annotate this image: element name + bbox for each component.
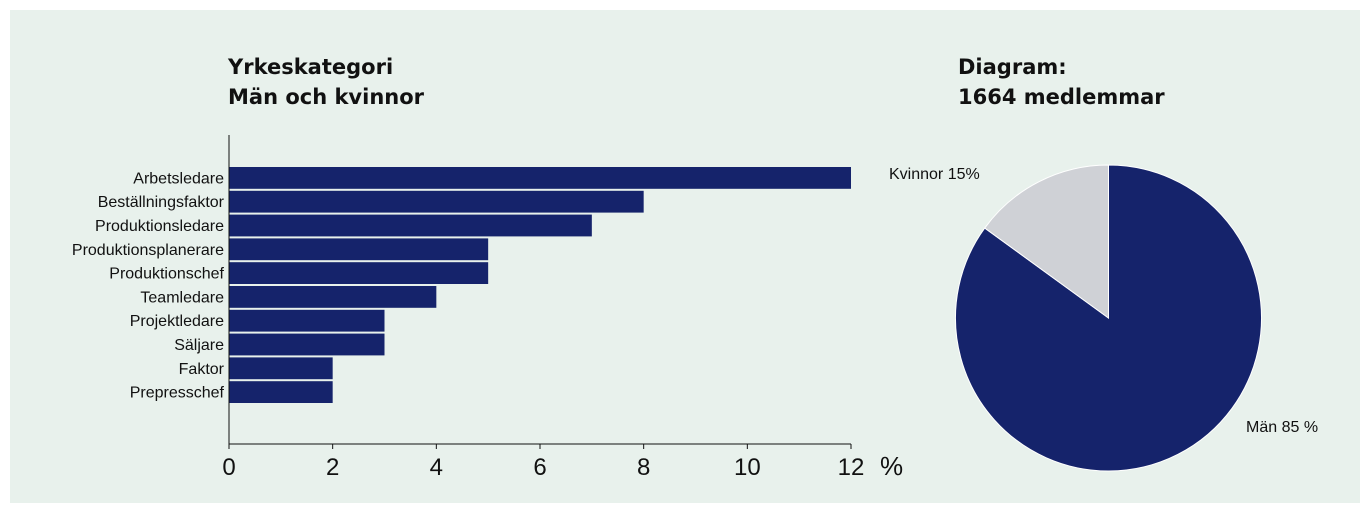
- category-label: Produktionschef: [109, 266, 224, 283]
- category-label: Arbetsledare: [133, 170, 224, 187]
- category-label: Teamledare: [140, 289, 224, 306]
- x-unit-label: %: [880, 451, 903, 481]
- bar-chart-title-line-1: Yrkeskategori: [228, 55, 394, 79]
- x-tick-label: 4: [430, 454, 443, 481]
- bar: [229, 167, 851, 189]
- x-tick-label: 8: [637, 454, 650, 481]
- category-label: Produktionsplanerare: [72, 242, 224, 259]
- x-tick-label: 12: [838, 454, 865, 481]
- bar: [229, 357, 333, 380]
- bar: [229, 286, 437, 308]
- bar: [229, 309, 385, 332]
- bar-chart-title: Yrkeskategori Män och kvinnor: [228, 52, 424, 112]
- pie-slice: [984, 164, 1109, 319]
- bar-chart: Arbetsledare Beställningsfaktor Produktion…: [72, 135, 903, 481]
- pie-slice-label: Män 85 %: [1246, 419, 1318, 436]
- pie-chart: Män 85 % Kvinnor 15%: [889, 164, 1318, 472]
- category-label: Produktionsledare: [95, 218, 224, 235]
- category-label: Beställningsfaktor: [98, 194, 225, 211]
- pie-chart-title: Diagram: 1664 medlemmar: [958, 52, 1165, 112]
- bar: [229, 381, 333, 403]
- bar: [229, 238, 489, 261]
- category-label: Prepresschef: [130, 385, 225, 402]
- bar: [229, 333, 385, 356]
- category-label: Faktor: [179, 361, 225, 378]
- category-label: Säljare: [174, 337, 224, 354]
- bar: [229, 190, 644, 213]
- pie-chart-title-line-1: Diagram:: [958, 55, 1067, 79]
- category-label: Projektledare: [130, 313, 224, 330]
- bar: [229, 262, 489, 284]
- pie-slice-label: Kvinnor 15%: [889, 166, 980, 183]
- x-tick-label: 2: [326, 454, 339, 481]
- bar: [229, 214, 592, 237]
- x-tick-label: 10: [734, 454, 761, 481]
- x-tick-label: 0: [222, 454, 235, 481]
- bar-chart-title-line-2: Män och kvinnor: [228, 85, 425, 109]
- x-tick-label: 6: [533, 454, 546, 481]
- pie-chart-title-line-2: 1664 medlemmar: [958, 85, 1165, 109]
